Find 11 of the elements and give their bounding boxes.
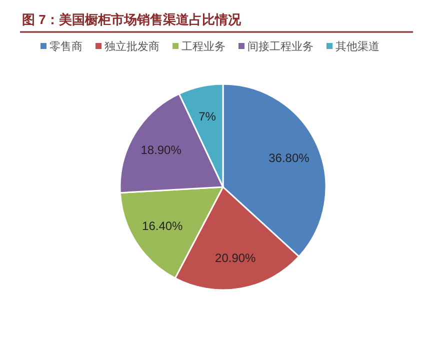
legend-label: 零售商	[50, 40, 82, 53]
data-label: 16.40%	[142, 219, 184, 234]
legend-label: 间接工程业务	[248, 40, 314, 53]
legend-label: 工程业务	[182, 40, 226, 53]
data-label: 18.90%	[140, 143, 182, 158]
data-label: 20.90%	[215, 251, 256, 266]
data-label: 36.80%	[268, 150, 310, 165]
legend-label: 独立批发商	[104, 40, 160, 53]
data-label: 7%	[198, 110, 216, 124]
chart-title: 图 7：美国橱柜市场销售渠道占比情况	[22, 12, 242, 27]
legend-label: 其他渠道	[336, 40, 380, 53]
